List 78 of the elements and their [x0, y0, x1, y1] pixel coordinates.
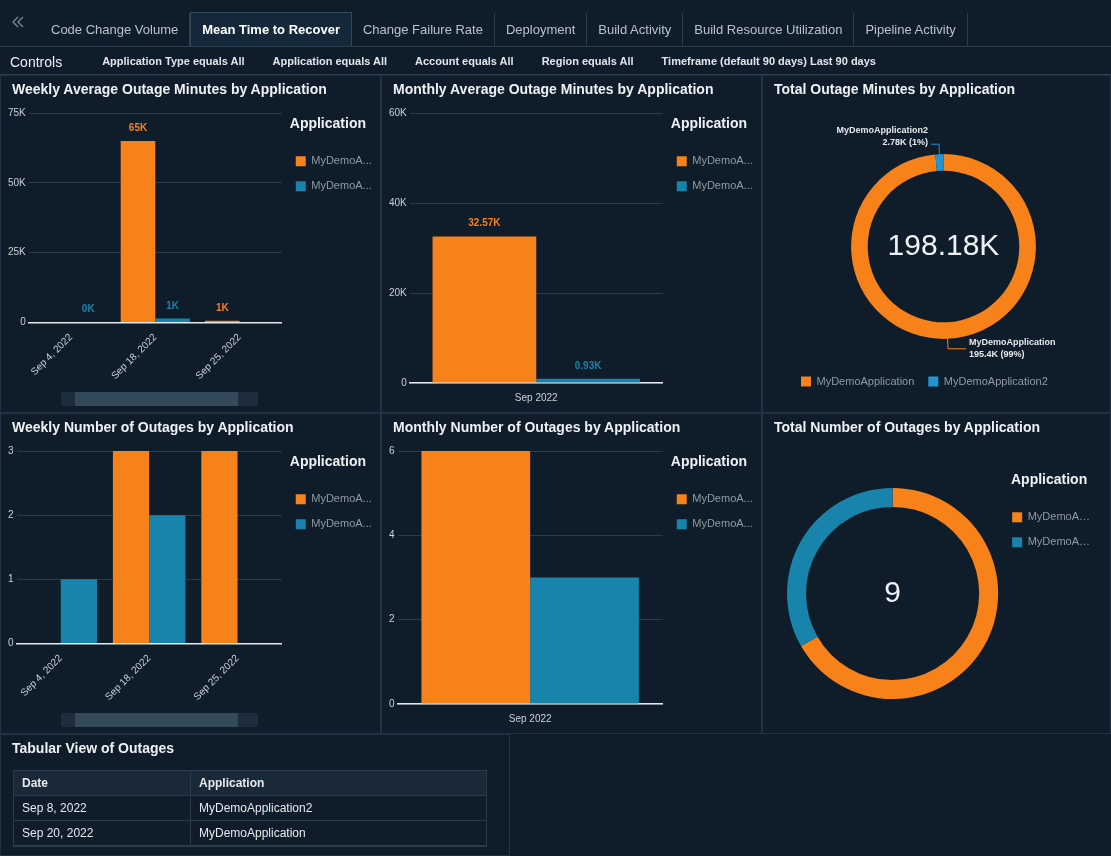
slice-label: MyDemoApplication2 — [836, 124, 928, 135]
chart-title: Monthly Average Outage Minutes by Application — [392, 80, 715, 99]
text: Application Type equals All — [102, 54, 245, 67]
text: Sep 20, 2022 — [14, 821, 191, 846]
data-label: 1K — [166, 299, 180, 311]
text: Sep 8, 2022 — [14, 796, 191, 821]
y-tick-label: 0 — [20, 316, 27, 328]
y-tick-label: 4 — [389, 529, 395, 541]
legend-label: MyDemoA... — [692, 179, 753, 192]
legend-label: MyDemoApplication — [816, 374, 915, 387]
text: Code Change Volume — [40, 13, 191, 46]
text: Pipeline Activity — [854, 13, 968, 46]
text: Build Resource Utilization — [683, 13, 855, 46]
text: Account equals All — [415, 54, 514, 67]
legend-label: MyDemoA... — [311, 517, 372, 530]
text: 9 — [884, 574, 901, 608]
legend-label: MyDemoA... — [311, 179, 372, 192]
data-label: 65K — [128, 121, 148, 133]
chart-title: Total Outage Minutes by Application — [773, 80, 1017, 99]
chart-title: Weekly Average Outage Minutes by Application — [11, 80, 328, 99]
chart-title: Total Number of Outages by Application — [773, 418, 1041, 437]
bar — [120, 140, 156, 322]
y-tick-label: 0 — [401, 376, 408, 388]
text: MyDemoApplication2 — [191, 796, 486, 821]
y-tick-label: 75K — [8, 106, 27, 118]
text: Application — [191, 771, 486, 796]
y-tick-label: 60K — [389, 106, 408, 118]
text: Application equals All — [272, 54, 388, 67]
data-label: 0.93K — [574, 359, 603, 371]
text: Mean Time to Recover — [190, 12, 352, 46]
data-label: 2.78K (1%) — [882, 136, 928, 147]
data-label: 32.57K — [468, 217, 502, 229]
data-label: 195.4K (99%) — [969, 349, 1025, 360]
y-tick-label: 0 — [389, 697, 395, 709]
y-tick-label: 40K — [389, 196, 408, 208]
legend-title: Application — [1010, 470, 1088, 487]
legend-title: Application — [289, 452, 366, 469]
text: MyDemoApplication — [191, 821, 486, 846]
legend-label: MyDemoA... — [692, 154, 753, 167]
chart-title: Weekly Number of Outages by Application — [11, 418, 295, 437]
bar — [60, 579, 97, 643]
x-tick-label: Sep 2022 — [514, 391, 559, 403]
y-tick-label: 2 — [389, 613, 395, 625]
bar — [201, 451, 238, 643]
bar — [112, 451, 150, 643]
legend-label: MyDemoApplication2 — [943, 374, 1048, 387]
data-label: 1K — [215, 301, 230, 313]
legend-label: MyDemoA... — [692, 492, 753, 505]
text: 198.18K — [887, 227, 1000, 261]
x-tick-label: Sep 2022 — [508, 712, 552, 724]
slice-label: MyDemoApplication — [969, 337, 1056, 348]
y-tick-label: 25K — [8, 246, 27, 258]
legend-label: MyDemoA... — [311, 154, 372, 167]
text: Region equals All — [541, 54, 634, 67]
y-tick-label: 50K — [8, 176, 27, 188]
data-label: 0K — [81, 302, 96, 314]
legend-label: MyDemoA… — [1027, 535, 1090, 548]
text: Timeframe (default 90 days) Last 90 days — [661, 54, 876, 67]
legend-title: Application — [670, 114, 747, 131]
legend-label: MyDemoA... — [692, 517, 753, 530]
legend-title: Application — [670, 452, 747, 469]
y-tick-label: 1 — [8, 573, 14, 585]
y-tick-label: 2 — [8, 508, 14, 520]
y-tick-label: 0 — [8, 637, 14, 649]
text: Change Failure Rate — [351, 13, 495, 46]
legend-label: MyDemoA… — [1027, 510, 1090, 523]
legend-title: Application — [289, 114, 366, 131]
y-tick-label: 3 — [8, 444, 14, 456]
text: Build Activity — [587, 13, 684, 46]
text: Date — [14, 771, 191, 796]
text: Controls — [9, 53, 64, 70]
bar — [149, 515, 186, 643]
chart-title: Monthly Number of Outages by Application — [392, 418, 682, 437]
y-tick-label: 6 — [389, 444, 395, 456]
text: Deployment — [494, 13, 588, 46]
y-tick-label: 20K — [389, 286, 408, 298]
text: Tabular View of Outages — [11, 739, 176, 758]
legend-label: MyDemoA... — [311, 492, 372, 505]
